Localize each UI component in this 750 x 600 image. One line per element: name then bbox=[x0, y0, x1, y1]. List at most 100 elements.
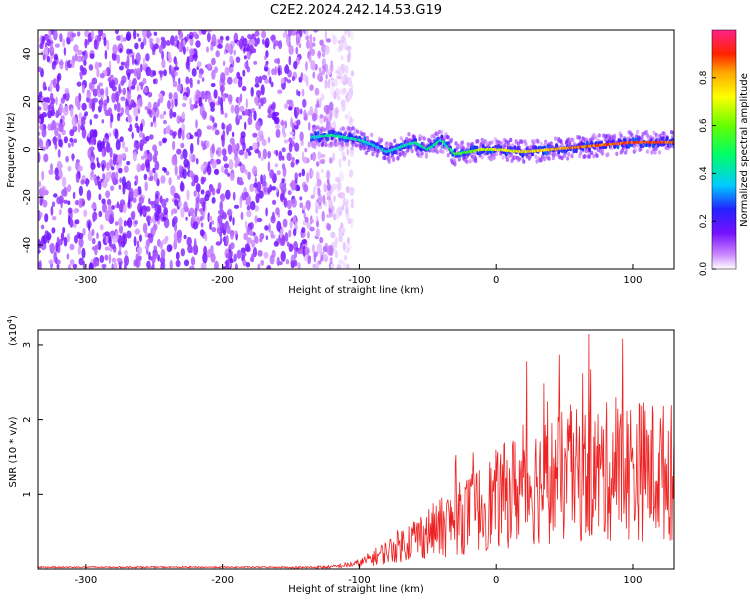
heatmap-cell bbox=[138, 196, 145, 205]
heatmap-cell bbox=[320, 168, 324, 173]
x-tick-label: -100 bbox=[348, 275, 371, 286]
heatmap-cell bbox=[552, 152, 557, 157]
heatmap-cell bbox=[347, 53, 351, 63]
heatmap-cell bbox=[316, 161, 320, 167]
heatmap-cell bbox=[344, 200, 349, 207]
heatmap-cell bbox=[71, 116, 77, 127]
heatmap-cell bbox=[178, 30, 181, 36]
heatmap-cell bbox=[136, 246, 143, 255]
heatmap-cell bbox=[324, 45, 330, 55]
heatmap-cell bbox=[88, 221, 91, 232]
heatmap-cell bbox=[290, 161, 295, 168]
heatmap-cell bbox=[350, 83, 354, 90]
heatmap-cell bbox=[140, 41, 144, 50]
heatmap-cell bbox=[119, 177, 122, 184]
heatmap-cell bbox=[257, 263, 261, 269]
heatmap-cell bbox=[211, 69, 216, 80]
heatmap-cell bbox=[87, 230, 93, 242]
heatmap-cell bbox=[172, 80, 178, 88]
heatmap-cell bbox=[601, 147, 605, 153]
heatmap-cell bbox=[309, 84, 314, 91]
heatmap-cell bbox=[115, 139, 121, 151]
heatmap-cell bbox=[270, 35, 276, 41]
heatmap-cell bbox=[514, 139, 518, 144]
heatmap-cell bbox=[250, 200, 256, 211]
heatmap-cell bbox=[139, 234, 142, 242]
heatmap-cell bbox=[206, 125, 212, 130]
heatmap-cell bbox=[193, 104, 199, 109]
heatmap-cell bbox=[83, 59, 87, 66]
heatmap-cell bbox=[50, 205, 54, 216]
heatmap-cell bbox=[108, 132, 112, 138]
heatmap-cell bbox=[122, 87, 127, 96]
colorbar-ticks: 0.0 0.2 0.4 0.6 0.8 bbox=[699, 70, 716, 276]
heatmap-cell bbox=[225, 253, 231, 259]
heatmap-cell bbox=[125, 31, 132, 41]
heatmap-cell bbox=[544, 140, 548, 146]
heatmap-cell bbox=[44, 86, 47, 91]
heatmap-cell bbox=[185, 216, 188, 221]
heatmap-cell bbox=[276, 187, 279, 193]
heatmap-cell bbox=[326, 178, 330, 184]
heatmap-cell bbox=[235, 56, 241, 63]
heatmap-cell bbox=[69, 137, 74, 143]
heatmap-cell bbox=[222, 60, 226, 67]
heatmap-cell bbox=[260, 97, 264, 107]
heatmap-cell bbox=[627, 143, 631, 149]
heatmap-cell bbox=[154, 214, 160, 222]
heatmap-cell bbox=[215, 241, 222, 246]
heatmap-cell bbox=[239, 93, 243, 103]
heatmap-cell bbox=[77, 232, 84, 239]
heatmap-cell bbox=[262, 174, 266, 184]
heatmap-cell bbox=[302, 74, 308, 82]
heatmap-cell bbox=[78, 112, 83, 120]
heatmap-cell bbox=[74, 52, 78, 62]
heatmap-cell bbox=[152, 251, 159, 259]
heatmap-cell bbox=[158, 44, 163, 54]
heatmap-cell bbox=[165, 40, 171, 46]
heatmap-cell bbox=[383, 155, 387, 161]
heatmap-cell bbox=[153, 43, 159, 50]
heatmap-cell bbox=[510, 153, 514, 158]
heatmap-cell bbox=[310, 49, 315, 57]
top-x-axis-label: Height of straight line (km) bbox=[288, 285, 424, 296]
heatmap-cell bbox=[636, 143, 640, 148]
heatmap-cell bbox=[134, 228, 141, 235]
heatmap-cell bbox=[307, 141, 311, 148]
heatmap-cell bbox=[350, 203, 355, 209]
heatmap-cell bbox=[347, 218, 352, 224]
heatmap-cell bbox=[70, 107, 74, 118]
heatmap-cell bbox=[38, 210, 41, 222]
heatmap-cell bbox=[81, 55, 84, 62]
heatmap-cell bbox=[119, 65, 124, 71]
heatmap-cell bbox=[233, 77, 238, 84]
heatmap-cell bbox=[318, 67, 322, 73]
heatmap-cell bbox=[223, 163, 229, 169]
heatmap-cell bbox=[237, 79, 243, 88]
heatmap-cell bbox=[197, 191, 200, 203]
heatmap-cell bbox=[170, 185, 176, 196]
heatmap-cell bbox=[53, 193, 58, 198]
heatmap-cell bbox=[345, 205, 349, 215]
heatmap-cell bbox=[278, 150, 283, 161]
heatmap-cell bbox=[308, 55, 312, 63]
heatmap-cell bbox=[52, 60, 57, 66]
heatmap-cell bbox=[181, 123, 186, 134]
heatmap-cell bbox=[229, 66, 234, 73]
heatmap-cell bbox=[120, 34, 124, 43]
heatmap-cell bbox=[285, 64, 289, 71]
heatmap-cell bbox=[148, 170, 153, 177]
heatmap-cell bbox=[56, 259, 61, 265]
heatmap-cell bbox=[158, 70, 164, 75]
heatmap-cell bbox=[63, 47, 67, 56]
heatmap-cell bbox=[265, 207, 268, 217]
heatmap-cell bbox=[90, 162, 96, 171]
heatmap-cell bbox=[253, 60, 258, 65]
heatmap-cell bbox=[53, 251, 57, 263]
chart-title: C2E2.2024.242.14.53.G19 bbox=[270, 3, 442, 18]
heatmap-cell bbox=[229, 55, 234, 64]
heatmap-cell bbox=[189, 265, 195, 269]
heatmap-cell bbox=[306, 39, 310, 49]
heatmap-cell bbox=[316, 228, 320, 238]
heatmap-cells bbox=[38, 30, 674, 269]
